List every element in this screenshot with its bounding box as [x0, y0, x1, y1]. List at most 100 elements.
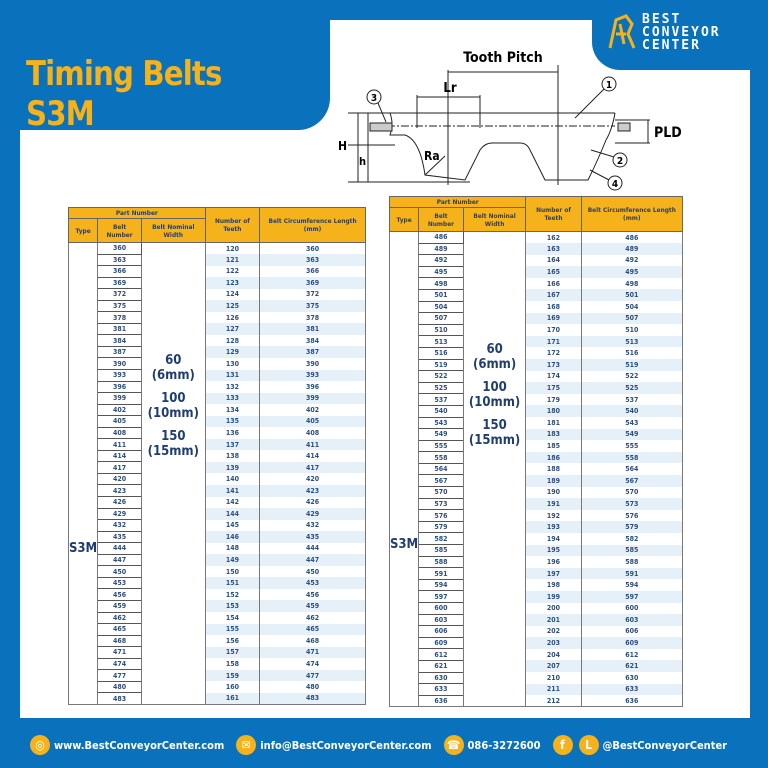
circumference-cell: 369 [259, 277, 366, 289]
part-number-header: Part Number [388, 196, 527, 208]
belt-number-cell: 429 [97, 507, 142, 521]
width-value: 60 [486, 342, 503, 358]
circumference-cell: 558 [580, 451, 684, 464]
teeth-cell: 164 [525, 254, 582, 267]
table-row: 384 128 384 [69, 334, 366, 347]
nominal-width-header: Belt Nominal Width [140, 218, 206, 243]
belt-number-cell: 492 [418, 254, 464, 267]
teeth-cell: 121 [204, 254, 261, 266]
circumference-cell: 570 [580, 486, 684, 499]
width-value: 100 [161, 390, 186, 406]
table-row: 411 137 411 [69, 438, 366, 451]
circumference-cell: 450 [259, 565, 366, 578]
width-value: (6mm) [151, 367, 195, 383]
table-row: 447 149 447 [69, 553, 366, 567]
belt-number-cell: 450 [97, 565, 142, 578]
belt-number-cell: 495 [418, 265, 464, 279]
circumference-cell: 606 [580, 625, 684, 638]
belt-number-cell: 549 [418, 428, 464, 441]
email-link[interactable]: info@BestConveyorCenter.com [260, 738, 432, 752]
teeth-cell: 129 [204, 346, 261, 358]
teeth-cell: 144 [204, 508, 261, 520]
teeth-cell: 130 [204, 357, 261, 370]
facebook-icon[interactable]: f [552, 735, 573, 755]
table-row: 540 180 540 [390, 404, 684, 418]
table-row: 603 201 603 [390, 613, 684, 627]
table-row: 633 211 633 [390, 683, 684, 696]
table-row: 585 195 585 [390, 544, 684, 557]
belt-number-cell: 519 [418, 358, 464, 372]
width-value: 150 [161, 428, 186, 444]
width-value: (15mm) [147, 443, 199, 459]
teeth-cell: 151 [204, 577, 261, 589]
teeth-cell: 149 [204, 554, 261, 566]
website-link[interactable]: www.BestConveyorCenter.com [54, 738, 225, 752]
belt-number-cell: 636 [418, 694, 464, 708]
belt-number-cell: 378 [97, 311, 142, 324]
teeth-cell: 158 [204, 658, 261, 670]
table-row: 588 196 588 [390, 555, 684, 569]
circumference-cell: 537 [580, 393, 684, 406]
belt-number-cell: 525 [418, 381, 464, 395]
circumference-cell: 495 [580, 266, 684, 278]
circumference-cell: 417 [259, 461, 366, 474]
teeth-cell: 139 [204, 461, 261, 474]
table-row: 459 153 459 [69, 599, 366, 613]
belt-number-cell: 426 [97, 496, 142, 509]
circumference-cell: 384 [259, 334, 366, 347]
table-row: 432 145 432 [69, 519, 366, 532]
table-row: 504 168 504 [390, 300, 684, 314]
circumference-cell: 474 [259, 658, 366, 670]
belt-number-cell: 558 [418, 451, 464, 464]
title-block: Timing Belts S3M [0, 0, 330, 134]
teeth-cell: 196 [525, 556, 582, 568]
circumference-cell: 555 [580, 440, 684, 452]
teeth-cell: 181 [525, 417, 582, 429]
circumference-cell: 522 [580, 370, 684, 383]
belt-number-cell: 591 [418, 567, 464, 580]
teeth-cell: 174 [525, 370, 582, 383]
circumference-cell: 444 [259, 542, 366, 555]
belt-number-cell: 567 [418, 474, 464, 488]
teeth-cell: 210 [525, 672, 582, 684]
circumference-cell: 591 [580, 567, 684, 580]
table-row: 498 166 498 [390, 277, 684, 290]
belt-number-cell: 405 [97, 415, 142, 428]
circumference-cell: 513 [580, 335, 684, 348]
teeth-cell: 153 [204, 600, 261, 612]
table-row: 444 148 444 [69, 542, 366, 555]
belt-number-cell: 540 [418, 404, 464, 418]
table-row: 474 158 474 [69, 657, 366, 671]
teeth-cell: 197 [525, 567, 582, 580]
table-row: 465 155 465 [69, 623, 366, 636]
width-value: (6mm) [472, 357, 517, 373]
teeth-cell: 170 [525, 324, 582, 336]
table-row: 366 122 366 [69, 265, 366, 278]
teeth-cell: 156 [204, 635, 261, 647]
phone-number[interactable]: 086-3272600 [467, 738, 541, 752]
table-row: 609 203 609 [390, 636, 684, 650]
belt-number-cell: 471 [97, 646, 142, 659]
width-value: (10mm) [147, 405, 199, 421]
logo-text-1: BEST [642, 12, 682, 27]
teeth-cell: 142 [204, 496, 261, 509]
belt-number-cell: 606 [418, 625, 464, 638]
circumference-cell: 477 [259, 669, 366, 682]
circumference-cell: 375 [259, 300, 366, 312]
teeth-cell: 192 [525, 509, 582, 522]
teeth-cell: 199 [525, 590, 582, 603]
table-row: 549 183 549 [390, 428, 684, 441]
callout-3: 3 [371, 93, 377, 104]
line-icon[interactable]: L [578, 735, 599, 755]
circumference-cell: 390 [259, 357, 366, 370]
callout-4: 4 [612, 179, 618, 190]
circumference-cell: 582 [580, 532, 684, 545]
circumference-cell: 387 [259, 346, 366, 358]
circumference-cell: 393 [259, 369, 366, 382]
table-row: 450 150 450 [69, 565, 366, 578]
belt-number-header: Belt Number [97, 218, 142, 243]
social-handle[interactable]: @BestConveyorCenter [602, 738, 728, 752]
belt-number-cell: 489 [418, 242, 464, 256]
belt-number-cell: 579 [418, 520, 464, 534]
circumference-cell: 600 [580, 602, 684, 615]
